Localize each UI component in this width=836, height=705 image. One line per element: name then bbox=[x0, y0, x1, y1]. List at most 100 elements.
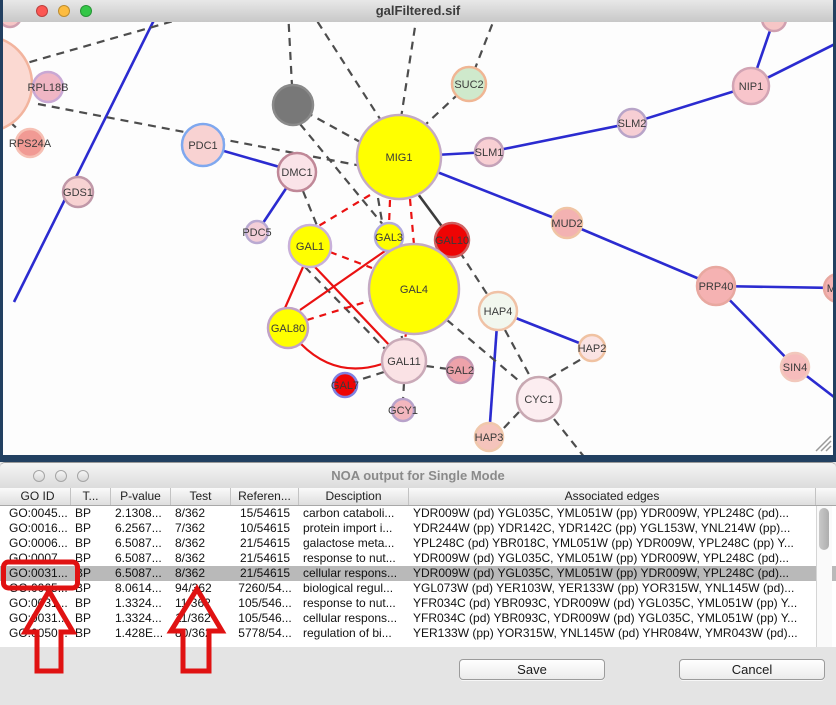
cell: BP bbox=[75, 626, 92, 640]
node-SIN4[interactable] bbox=[779, 351, 811, 383]
network-edge[interactable] bbox=[504, 329, 533, 381]
node-GAL1[interactable] bbox=[287, 223, 333, 269]
traffic-lights-inactive bbox=[33, 470, 89, 482]
node-NIP1[interactable] bbox=[731, 66, 771, 106]
column-header-4[interactable]: Referen... bbox=[231, 488, 299, 505]
network-edge[interactable] bbox=[283, 266, 305, 309]
node-MIG1[interactable] bbox=[355, 113, 443, 201]
network-edge[interactable] bbox=[304, 266, 389, 353]
node-sliver-top-left[interactable] bbox=[0, 3, 23, 29]
node-GAL11[interactable] bbox=[380, 337, 428, 385]
column-header-5[interactable]: Desciption bbox=[299, 488, 409, 505]
network-edge[interactable] bbox=[631, 84, 752, 125]
network-edge[interactable] bbox=[501, 411, 520, 431]
cell: 5778/54... bbox=[238, 626, 292, 640]
node-GAL4[interactable] bbox=[367, 242, 461, 336]
network-edge[interactable] bbox=[299, 250, 386, 311]
table-row-3[interactable]: GO:0007... BP 6.5087... 8/362 21/54615 respon… bbox=[0, 551, 836, 566]
network-edge[interactable] bbox=[314, 266, 393, 349]
node-SLM1[interactable] bbox=[473, 136, 505, 168]
table-row-6[interactable]: GO:0031... BP 1.3324... 11/362 105/546... res… bbox=[0, 596, 836, 611]
cell: 11/362 bbox=[175, 611, 211, 625]
network-edge[interactable] bbox=[487, 310, 500, 438]
table-row-1[interactable]: GO:0016... BP 6.2567... 7/362 10/54615 protei… bbox=[0, 521, 836, 536]
cell: 105/546... bbox=[238, 611, 292, 625]
table-row-2[interactable]: GO:0006... BP 6.5087... 8/362 21/54615 galact… bbox=[0, 536, 836, 551]
resize-grip[interactable] bbox=[815, 435, 832, 452]
zoom-button[interactable] bbox=[80, 5, 92, 17]
node-GAL2[interactable] bbox=[445, 355, 475, 385]
node-MUD2[interactable] bbox=[550, 206, 584, 240]
network-edge[interactable] bbox=[566, 221, 717, 288]
network-edge[interactable] bbox=[488, 121, 633, 154]
network-edge[interactable] bbox=[425, 364, 449, 371]
node-PDC1[interactable] bbox=[180, 122, 226, 168]
table-scrollbar[interactable] bbox=[816, 506, 832, 647]
minimize-button[interactable] bbox=[58, 5, 70, 17]
cell: YPL248C (pd) YBR018C, YML051W (pp) YDR00… bbox=[413, 536, 794, 550]
minimize-button[interactable] bbox=[55, 470, 67, 482]
node-HAP4[interactable] bbox=[477, 290, 519, 332]
node-CYC1[interactable] bbox=[515, 375, 563, 423]
node-sliver-top-right[interactable] bbox=[760, 5, 788, 33]
network-edge[interactable] bbox=[12, 7, 162, 303]
table-row-0[interactable]: GO:0045... BP 2.1308... 8/362 15/54615 carbon… bbox=[0, 506, 836, 521]
network-edge[interactable] bbox=[355, 370, 385, 383]
table-row-7[interactable]: GO:0031... BP 1.3324... 11/362 105/546... cel… bbox=[0, 611, 836, 626]
network-edge[interactable] bbox=[553, 418, 586, 459]
cell: response to nut... bbox=[303, 596, 396, 610]
network-edge[interactable] bbox=[286, 9, 295, 106]
network-edge[interactable] bbox=[548, 356, 586, 379]
node-MSL[interactable] bbox=[822, 272, 836, 304]
close-button[interactable] bbox=[36, 5, 48, 17]
node-SUC2[interactable] bbox=[450, 65, 488, 103]
node-GCY1[interactable] bbox=[390, 397, 416, 423]
network-edge[interactable] bbox=[387, 199, 392, 226]
network-edge[interactable] bbox=[715, 284, 836, 290]
column-header-2[interactable]: P-value bbox=[111, 488, 171, 505]
column-header-1[interactable]: T... bbox=[71, 488, 111, 505]
network-edge[interactable] bbox=[306, 298, 373, 322]
cell: 1.3324... bbox=[115, 596, 162, 610]
table-row-5[interactable]: GO:0065... BP 8.0614... 94/362 7260/54... bio… bbox=[0, 581, 836, 596]
zoom-button[interactable] bbox=[77, 470, 89, 482]
node-gray-node[interactable] bbox=[271, 83, 315, 127]
node-HAP2[interactable] bbox=[577, 333, 607, 363]
node-GAL7[interactable] bbox=[331, 371, 359, 399]
network-edge[interactable] bbox=[301, 190, 320, 229]
network-edge[interactable] bbox=[299, 123, 390, 233]
network-edge[interactable] bbox=[316, 194, 371, 228]
network-edge[interactable] bbox=[399, 13, 419, 119]
column-header-3[interactable]: Test bbox=[171, 488, 231, 505]
node-GAL80[interactable] bbox=[266, 306, 310, 350]
network-edge[interactable] bbox=[300, 343, 383, 370]
network-edge[interactable] bbox=[408, 198, 416, 246]
network-edge[interactable] bbox=[446, 319, 526, 387]
node-HAP3[interactable] bbox=[473, 421, 505, 453]
network-edge[interactable] bbox=[309, 9, 383, 123]
cancel-button[interactable]: Cancel bbox=[679, 659, 825, 680]
network-edge[interactable] bbox=[401, 382, 406, 401]
table-row-8[interactable]: GO:0050... BP 1.428E... 80/362 5778/54... reg… bbox=[0, 626, 836, 641]
cell: BP bbox=[75, 521, 92, 535]
node-PDC5[interactable] bbox=[244, 219, 270, 245]
node-big-left[interactable] bbox=[0, 36, 34, 132]
node-GAL10[interactable] bbox=[433, 221, 471, 259]
column-header-6[interactable]: Associated edges bbox=[409, 488, 816, 505]
node-GDS1[interactable] bbox=[61, 175, 95, 209]
table-row-4[interactable]: GO:0031... BP 6.5087... 8/362 21/54615 cellul… bbox=[0, 566, 836, 581]
scrollbar-thumb[interactable] bbox=[819, 508, 829, 550]
network-edge[interactable] bbox=[15, 10, 206, 68]
node-RPL18B[interactable] bbox=[31, 70, 65, 104]
node-SLM2[interactable] bbox=[616, 107, 648, 139]
column-header-0[interactable]: GO ID bbox=[5, 488, 71, 505]
node-PRP40[interactable] bbox=[695, 265, 737, 307]
noa-window-titlebar[interactable]: NOA output for Single Mode bbox=[0, 463, 836, 489]
network-window-titlebar[interactable]: galFiltered.sif bbox=[3, 0, 833, 23]
network-canvas[interactable]: RPL18B RPS24A GDS1 PDC1 DMC1 MIG1 SUC2 SLM1 SLM2… bbox=[0, 3, 836, 459]
save-button[interactable]: Save bbox=[459, 659, 605, 680]
network-edge[interactable] bbox=[424, 83, 470, 126]
close-button[interactable] bbox=[33, 470, 45, 482]
node-DMC1[interactable] bbox=[276, 151, 318, 193]
node-RPS24A[interactable] bbox=[14, 127, 46, 159]
